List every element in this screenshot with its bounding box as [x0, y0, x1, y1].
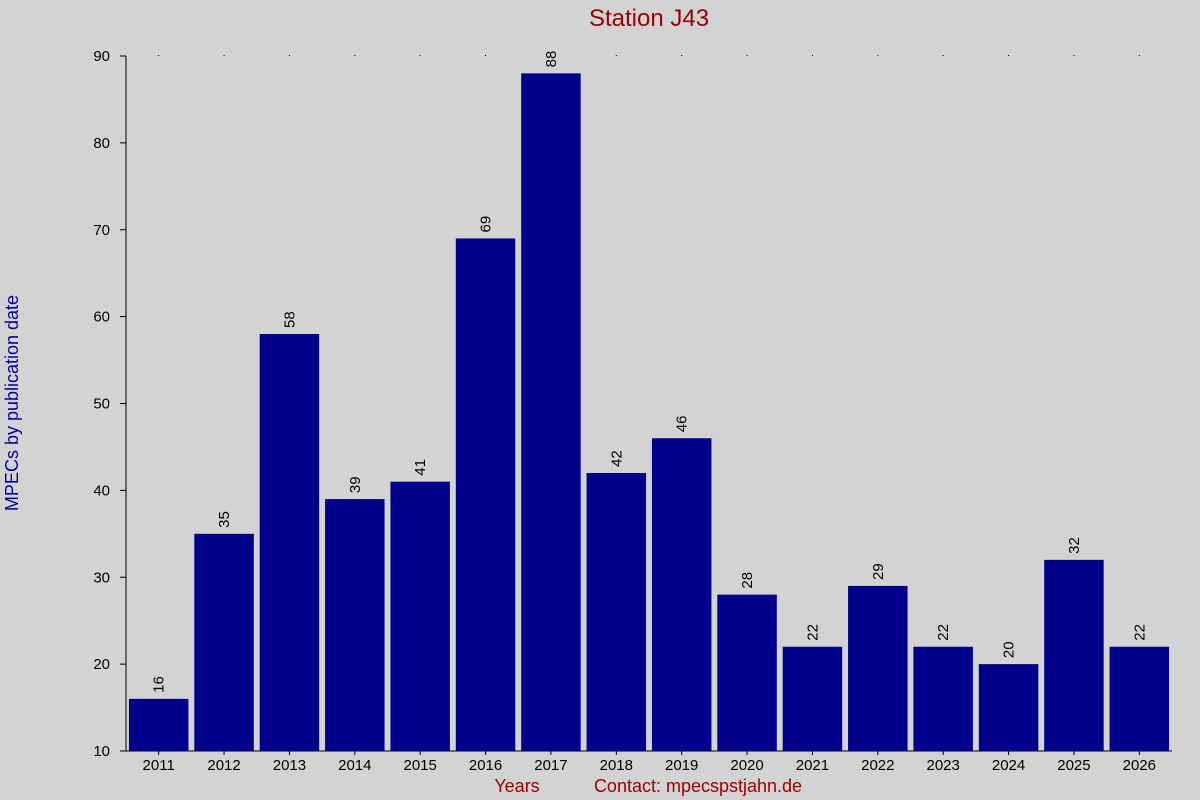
bar	[913, 646, 973, 751]
top-tick-mark	[877, 55, 879, 56]
x-tick-label: 2015	[404, 757, 437, 774]
bar	[390, 481, 450, 751]
data-label: 39	[347, 476, 364, 493]
top-tick-mark	[942, 55, 944, 56]
y-tick-label: 20	[93, 656, 110, 673]
top-tick-mark	[550, 55, 552, 56]
x-axis-label: Years	[494, 776, 539, 796]
x-tick-label: 2020	[730, 757, 763, 774]
y-tick-label: 40	[93, 482, 110, 499]
top-tick-mark	[1138, 55, 1140, 56]
x-tick-label: 2025	[1057, 757, 1090, 774]
y-tick-label: 90	[93, 48, 110, 65]
y-tick-label: 60	[93, 309, 110, 326]
top-tick-mark	[1008, 55, 1010, 56]
x-tick-label: 2013	[273, 757, 306, 774]
bar	[586, 473, 647, 751]
data-label: 22	[935, 624, 952, 641]
x-tick-label: 2023	[927, 757, 960, 774]
bar	[259, 334, 320, 751]
bar	[1109, 646, 1170, 751]
top-tick-mark	[419, 55, 421, 56]
x-tick-label: 2012	[207, 757, 240, 774]
y-axis-label: MPECs by publication date	[2, 295, 22, 511]
x-tick-label: 2019	[665, 757, 698, 774]
x-tick-label: 2026	[1123, 757, 1156, 774]
bar	[717, 594, 777, 751]
top-tick-mark	[485, 55, 487, 56]
bar	[848, 585, 908, 751]
top-tick-mark	[1073, 55, 1075, 56]
data-label: 32	[1066, 537, 1083, 554]
data-label: 42	[608, 450, 625, 467]
data-label: 41	[412, 459, 429, 476]
x-tick-label: 2014	[338, 757, 371, 774]
contact-footer: Contact: mpecspstjahn.de	[594, 776, 802, 796]
bar	[128, 698, 189, 751]
top-tick-mark	[354, 55, 356, 56]
bar	[782, 646, 843, 751]
x-tick-label: 2011	[143, 757, 175, 774]
data-label: 16	[151, 676, 168, 693]
data-label: 88	[543, 51, 560, 68]
data-label: 29	[870, 563, 887, 580]
data-label: 69	[478, 216, 495, 233]
x-tick-label: 2022	[861, 757, 894, 774]
bars	[128, 73, 1170, 751]
x-tick-label: 2016	[469, 757, 502, 774]
top-tick-mark	[811, 55, 813, 56]
y-tick-label: 30	[93, 569, 110, 586]
y-axis: 10 20 30 40 50 60 70 80 90	[93, 48, 127, 760]
top-tick-mark	[158, 55, 160, 56]
data-label: 20	[1001, 641, 1018, 658]
x-tick-label: 2017	[534, 757, 567, 774]
x-tick-label: 2024	[992, 757, 1025, 774]
chart-title: Station J43	[589, 5, 709, 32]
data-label: 22	[804, 624, 821, 641]
y-tick-label: 50	[93, 396, 110, 413]
bar	[325, 499, 385, 751]
top-tick-mark	[746, 55, 748, 56]
x-tick-label: 2021	[796, 757, 829, 774]
y-tick-label: 70	[93, 222, 110, 239]
bar	[651, 438, 712, 751]
top-tick-mark	[615, 55, 617, 56]
bar	[1044, 559, 1104, 751]
data-label: 35	[216, 511, 233, 528]
bar	[194, 533, 254, 751]
data-label: 58	[281, 311, 298, 328]
y-tick-label: 80	[93, 135, 110, 152]
top-tick-mark	[681, 55, 683, 56]
top-tick-mark	[288, 55, 290, 56]
bar	[521, 73, 581, 751]
top-tick-mark	[223, 55, 225, 56]
data-label: 28	[739, 572, 756, 589]
bar	[455, 238, 516, 751]
y-tick-label: 10	[93, 743, 110, 760]
data-labels: 16 35 58 39 41 69 88 42 46 28 22 29 22 20 32 22	[151, 51, 1149, 693]
x-tick-label: 2018	[600, 757, 633, 774]
bar	[978, 664, 1039, 751]
data-label: 22	[1131, 624, 1148, 641]
data-label: 46	[674, 416, 691, 433]
